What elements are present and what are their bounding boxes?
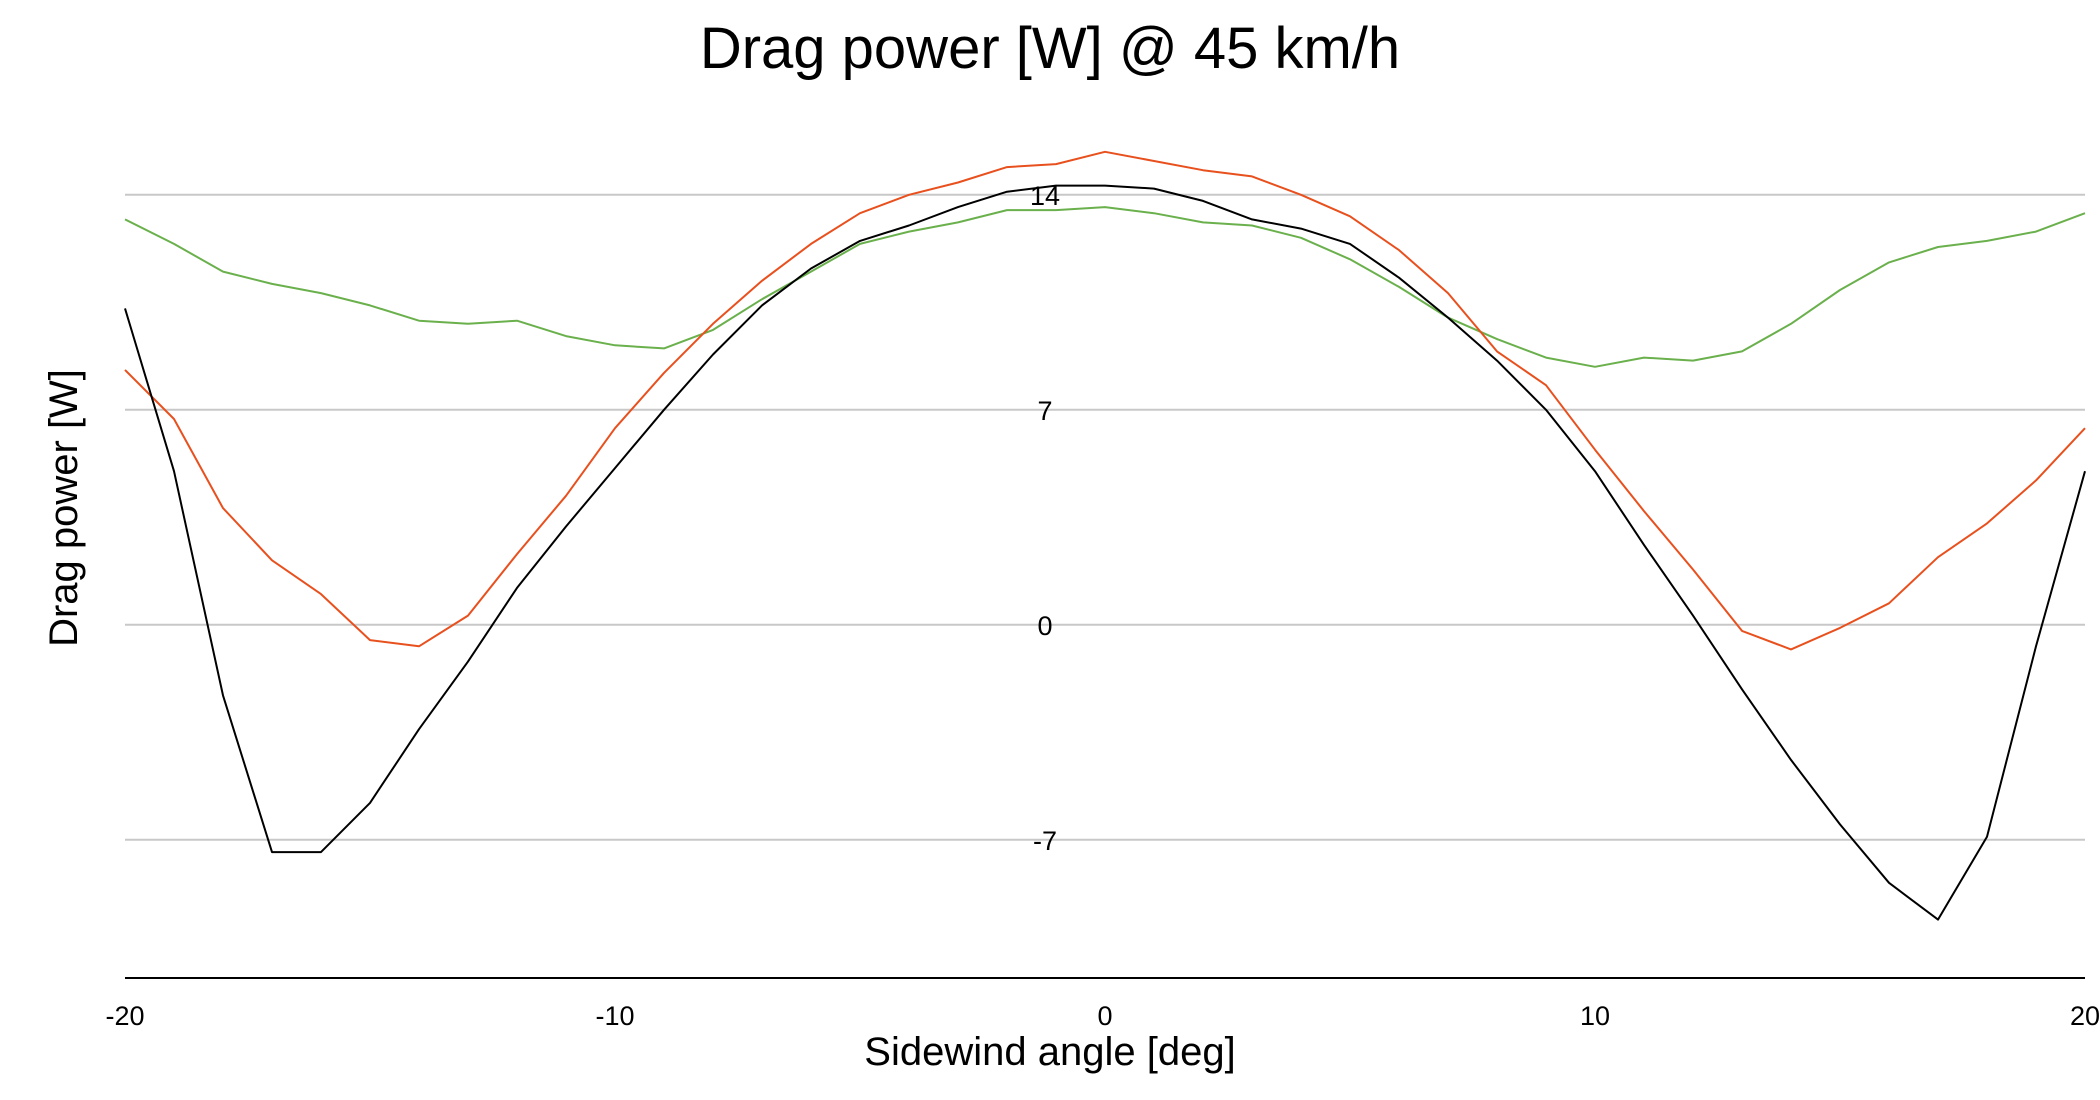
x-tick-label: 20 <box>2070 1001 2100 1031</box>
series-line-0 <box>124 184 2086 921</box>
series-line-1 <box>124 150 2086 651</box>
y-axis-label: Drag power [W] <box>42 369 86 647</box>
x-tick-label: 10 <box>1580 1001 1610 1031</box>
x-tick-label: -10 <box>595 1001 634 1031</box>
y-tick-label: 7 <box>1037 396 1052 426</box>
y-tick-label: 0 <box>1037 611 1052 641</box>
x-tick-label: -20 <box>105 1001 144 1031</box>
x-tick-label: 0 <box>1097 1001 1112 1031</box>
y-tick-label: -7 <box>1033 826 1057 856</box>
series-line-2 <box>124 206 2086 368</box>
chart-title: Drag power [W] @ 45 km/h <box>699 16 1401 81</box>
x-axis-label: Sidewind angle [deg] <box>864 1030 1236 1074</box>
